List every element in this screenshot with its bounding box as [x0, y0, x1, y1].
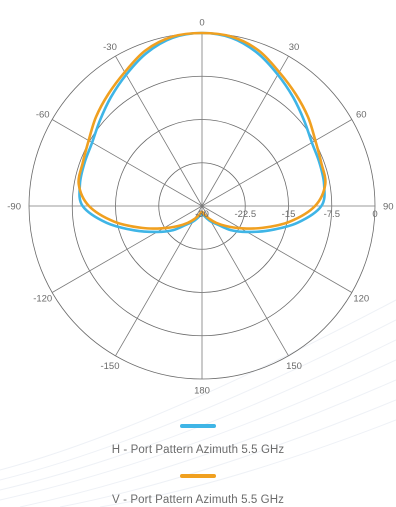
- angle-label: -120: [33, 294, 52, 305]
- legend-h: H - Port Pattern Azimuth 5.5 GHz: [0, 424, 396, 456]
- radial-label: 0: [372, 209, 377, 220]
- radial-label: -30: [195, 209, 209, 220]
- radial-label: -22.5: [234, 209, 256, 220]
- angle-label: -60: [36, 110, 50, 121]
- angle-label: 30: [289, 42, 300, 53]
- angle-label: -150: [100, 361, 119, 372]
- chart-traces: [77, 31, 327, 234]
- legend-swatch-h: [180, 424, 216, 428]
- angular-grid: [29, 33, 375, 379]
- angle-label: -30: [103, 42, 117, 53]
- legend-v: V - Port Pattern Azimuth 5.5 GHz: [0, 474, 396, 506]
- legend-label-h: H - Port Pattern Azimuth 5.5 GHz: [111, 444, 285, 456]
- radial-label: -15: [282, 209, 296, 220]
- angle-label: -90: [7, 202, 21, 213]
- grid-spoke: [201, 205, 289, 357]
- grid-spoke: [51, 119, 203, 207]
- angle-label: 0: [199, 18, 204, 29]
- grid-spoke: [201, 119, 353, 207]
- angle-label: 120: [353, 294, 369, 305]
- angle-label: 180: [194, 386, 210, 397]
- legend-label-v: V - Port Pattern Azimuth 5.5 GHz: [112, 494, 284, 506]
- trace-h-port: [78, 31, 326, 234]
- trace-v-port: [77, 31, 327, 230]
- grid-spoke: [201, 205, 353, 293]
- radial-label: -7.5: [324, 209, 340, 220]
- angle-label: 60: [356, 110, 367, 121]
- radial-labels: -30 -22.5 -15 -7.5 0: [195, 209, 378, 220]
- angle-label: 150: [286, 361, 302, 372]
- grid-spoke: [115, 205, 203, 357]
- angle-label: 90: [383, 202, 394, 213]
- grid-spoke: [201, 55, 289, 207]
- grid-spoke: [51, 205, 203, 293]
- legend-swatch-v: [180, 474, 216, 478]
- grid-spoke: [115, 55, 203, 207]
